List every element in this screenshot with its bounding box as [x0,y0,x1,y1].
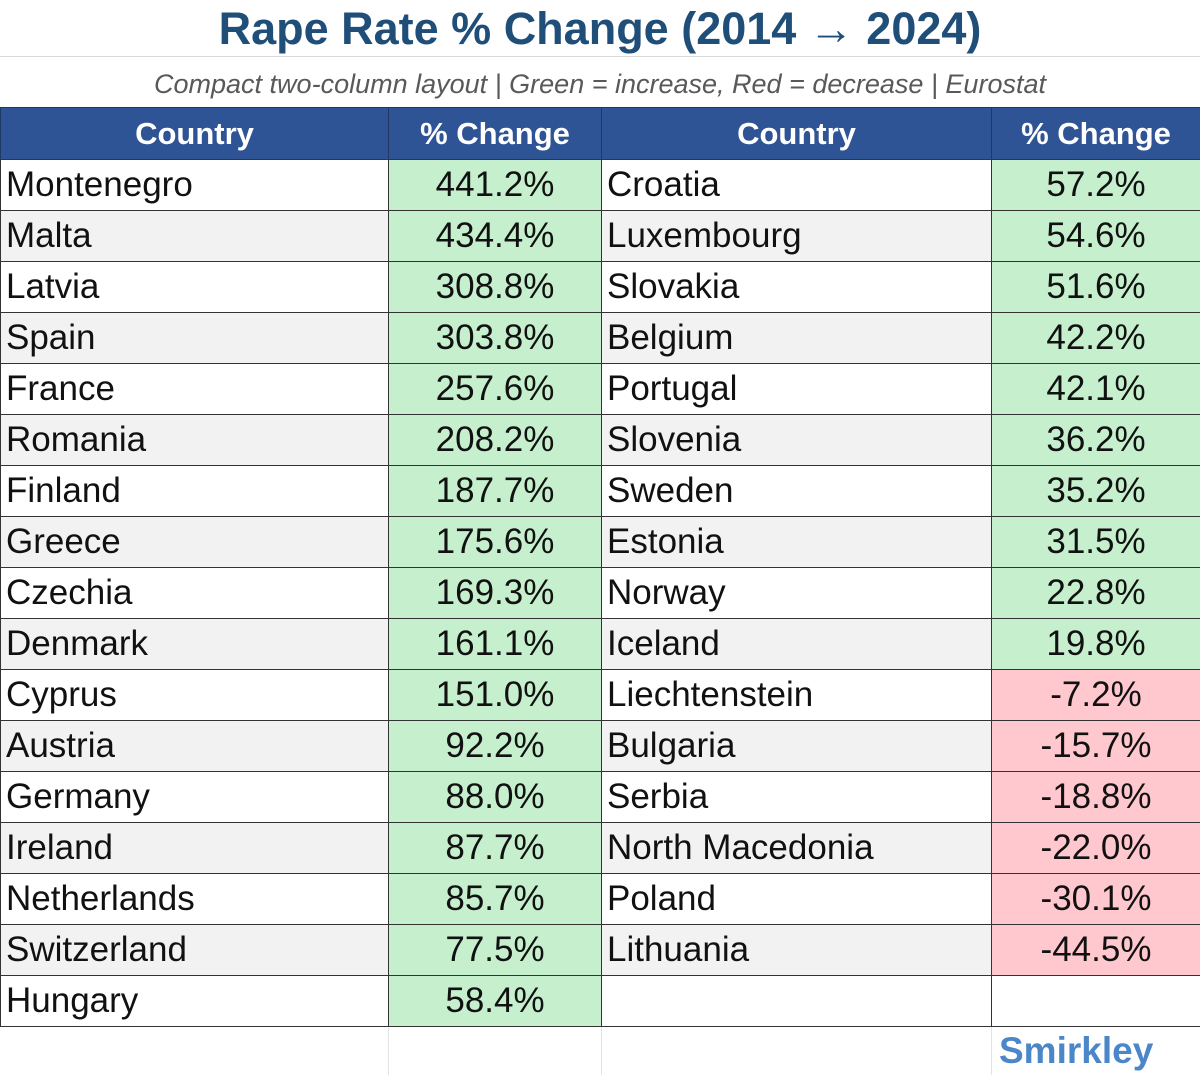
right-change-cell: 31.5% [992,517,1200,568]
right-country-cell: Poland [602,874,992,925]
left-country-cell: Malta [1,211,389,262]
left-country-cell: Germany [1,772,389,823]
right-change-cell: 42.2% [992,313,1200,364]
right-change-cell: 36.2% [992,415,1200,466]
right-change-cell: -7.2% [992,670,1200,721]
left-change-cell: 175.6% [389,517,602,568]
left-country-cell: Switzerland [1,925,389,976]
left-change-cell: 434.4% [389,211,602,262]
right-change-cell: -30.1% [992,874,1200,925]
right-change-cell: -15.7% [992,721,1200,772]
left-country-cell: Latvia [1,262,389,313]
right-change-cell: 19.8% [992,619,1200,670]
left-change-cell: 169.3% [389,568,602,619]
right-country-cell: Liechtenstein [602,670,992,721]
right-country-cell: Lithuania [602,925,992,976]
left-country-cell: Denmark [1,619,389,670]
brand-logo: Smirkley [992,1027,1200,1075]
right-change-cell: -22.0% [992,823,1200,874]
left-change-cell: 88.0% [389,772,602,823]
left-country-cell: Romania [1,415,389,466]
left-change-cell: 187.7% [389,466,602,517]
left-change-cell: 303.8% [389,313,602,364]
right-country-cell: Serbia [602,772,992,823]
footer-row: Smirkley [1,1027,1200,1075]
right-country-cell: Belgium [602,313,992,364]
right-change-cell: 35.2% [992,466,1200,517]
left-change-cell: 257.6% [389,364,602,415]
footer-spacer [1,1027,389,1075]
left-country-cell: Hungary [1,976,389,1027]
left-change-header[interactable]: % Change [389,108,602,160]
right-change-cell: 54.6% [992,211,1200,262]
left-country-cell: Czechia [1,568,389,619]
left-change-cell: 92.2% [389,721,602,772]
left-country-cell: Ireland [1,823,389,874]
right-country-cell: North Macedonia [602,823,992,874]
right-change-cell: -44.5% [992,925,1200,976]
left-country-cell: Spain [1,313,389,364]
right-country-cell: Sweden [602,466,992,517]
right-change-cell: 57.2% [992,160,1200,211]
left-country-cell: Netherlands [1,874,389,925]
right-country-header[interactable]: Country [602,108,992,160]
change-table: Country % Change Country % Change Monten… [0,107,1200,1075]
right-change-cell: -18.8% [992,772,1200,823]
footer-spacer [602,1027,992,1075]
left-change-cell: 85.7% [389,874,602,925]
right-empty-cell [992,976,1200,1027]
page-subtitle: Compact two-column layout | Green = incr… [0,58,1200,107]
left-country-cell: Finland [1,466,389,517]
left-country-cell: Austria [1,721,389,772]
left-country-cell: Montenegro [1,160,389,211]
page-title: Rape Rate % Change (2014 → 2024) [0,0,1200,57]
left-change-cell: 308.8% [389,262,602,313]
left-country-header[interactable]: Country [1,108,389,160]
left-change-cell: 58.4% [389,976,602,1027]
right-country-cell: Norway [602,568,992,619]
left-change-cell: 208.2% [389,415,602,466]
right-change-header[interactable]: % Change [992,108,1200,160]
header-row: Country % Change Country % Change [1,108,1200,160]
left-change-cell: 87.7% [389,823,602,874]
left-country-cell: Cyprus [1,670,389,721]
right-country-cell: Bulgaria [602,721,992,772]
left-change-cell: 151.0% [389,670,602,721]
right-country-cell: Slovenia [602,415,992,466]
left-country-cell: France [1,364,389,415]
right-change-cell: 42.1% [992,364,1200,415]
left-change-cell: 161.1% [389,619,602,670]
left-country-cell: Greece [1,517,389,568]
left-change-cell: 77.5% [389,925,602,976]
right-empty-cell [602,976,992,1027]
right-country-cell: Croatia [602,160,992,211]
right-country-cell: Portugal [602,364,992,415]
left-change-cell: 441.2% [389,160,602,211]
right-country-cell: Luxembourg [602,211,992,262]
right-change-cell: 22.8% [992,568,1200,619]
right-country-cell: Slovakia [602,262,992,313]
footer-spacer [389,1027,602,1075]
right-change-cell: 51.6% [992,262,1200,313]
right-country-cell: Estonia [602,517,992,568]
right-country-cell: Iceland [602,619,992,670]
